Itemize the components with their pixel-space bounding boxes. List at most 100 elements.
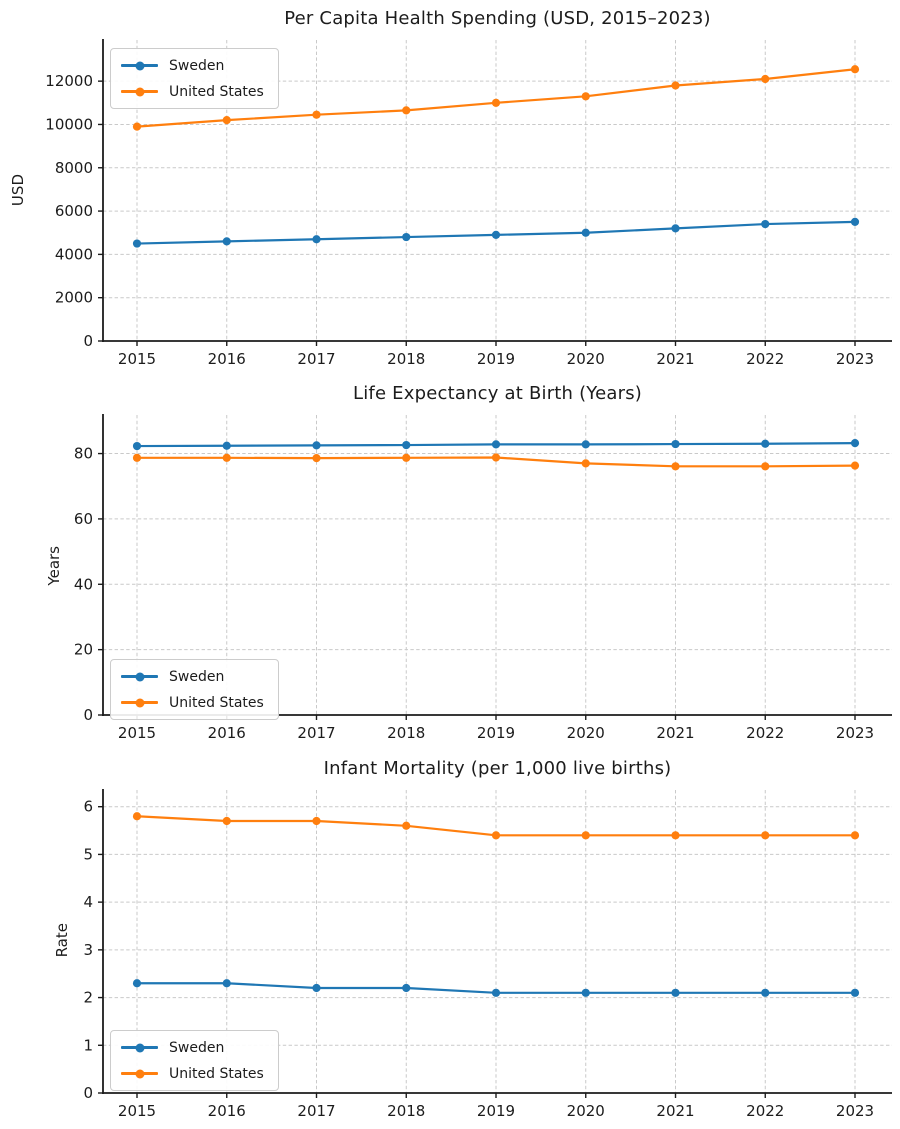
data-point-united-states <box>581 831 590 840</box>
x-tick-labels: 2015 2016 2017 2018 2019 2020 2021 2022 2023 <box>118 350 874 368</box>
y-axis-label-wrap: Years <box>44 415 64 716</box>
data-point-united-states <box>312 454 321 463</box>
svg-text:0: 0 <box>83 1084 93 1102</box>
series-united-states <box>132 812 860 840</box>
svg-text:60: 60 <box>74 510 93 528</box>
svg-text:2016: 2016 <box>208 1102 246 1120</box>
svg-text:2015: 2015 <box>118 724 156 742</box>
legend-label: Sweden <box>169 1039 225 1056</box>
legend-swatch-sweden <box>121 61 158 70</box>
svg-text:2022: 2022 <box>746 350 784 368</box>
svg-text:2016: 2016 <box>208 350 246 368</box>
legend: Sweden United States <box>110 48 279 109</box>
chart-life-expectancy: 2015 2016 2017 2018 2019 2020 2021 2022 2023 0 20 4… <box>0 375 900 750</box>
svg-text:80: 80 <box>74 445 93 463</box>
svg-text:2021: 2021 <box>656 350 694 368</box>
svg-text:20: 20 <box>74 641 93 659</box>
legend-item-united-states: United States <box>121 1064 264 1083</box>
legend-swatch-sweden <box>121 1043 158 1052</box>
data-point-sweden <box>581 988 590 997</box>
y-axis-label: USD <box>9 174 27 207</box>
svg-text:40: 40 <box>74 575 93 593</box>
data-point-united-states <box>581 459 590 468</box>
svg-text:2020: 2020 <box>567 350 605 368</box>
svg-text:6000: 6000 <box>55 202 93 220</box>
legend: Sweden United States <box>110 659 279 720</box>
data-point-sweden <box>312 441 321 450</box>
data-point-sweden <box>581 228 590 237</box>
svg-text:2017: 2017 <box>297 1102 335 1120</box>
svg-text:4: 4 <box>83 893 93 911</box>
data-point-sweden <box>402 232 411 242</box>
data-point-united-states <box>581 92 590 101</box>
data-point-sweden <box>761 988 770 997</box>
svg-text:8000: 8000 <box>55 159 93 177</box>
svg-text:2023: 2023 <box>836 1102 874 1120</box>
chart-title: Infant Mortality (per 1,000 live births) <box>323 758 672 779</box>
data-point-united-states <box>761 831 770 840</box>
svg-text:2018: 2018 <box>387 350 425 368</box>
svg-text:2019: 2019 <box>477 350 515 368</box>
data-point-united-states <box>402 453 411 462</box>
chart-title: Per Capita Health Spending (USD, 2015–20… <box>284 8 711 29</box>
legend-marker-icon <box>135 1043 144 1052</box>
svg-text:10000: 10000 <box>45 115 93 133</box>
data-point-sweden <box>671 439 680 449</box>
svg-text:2018: 2018 <box>387 724 425 742</box>
data-point-sweden <box>581 440 590 449</box>
y-tick-labels: 0 2000 4000 6000 8000 10000 12000 <box>45 72 93 350</box>
data-point-sweden <box>222 237 231 246</box>
data-point-united-states <box>850 831 860 840</box>
data-point-sweden <box>491 440 501 449</box>
data-point-sweden <box>850 988 860 997</box>
svg-text:2016: 2016 <box>208 724 246 742</box>
svg-text:5: 5 <box>83 845 93 863</box>
y-tick-labels: 0 1 2 3 4 5 6 <box>83 798 93 1102</box>
infant-mortality-plot-area: 2015 2016 2017 2018 2019 2020 2021 2022 2023 0 1 2 3… <box>83 789 892 1120</box>
data-point-united-states <box>222 453 231 462</box>
legend-item-united-states: United States <box>121 82 264 101</box>
legend-swatch-united-states <box>121 87 158 96</box>
legend: Sweden United States <box>110 1030 279 1091</box>
svg-text:0: 0 <box>83 332 93 350</box>
svg-text:2020: 2020 <box>567 724 605 742</box>
series-sweden <box>132 439 860 451</box>
tick-marks <box>98 806 856 1098</box>
data-point-sweden <box>312 235 321 244</box>
data-point-sweden <box>402 983 411 993</box>
y-axis-label-wrap: Rate <box>52 790 72 1091</box>
svg-text:12000: 12000 <box>45 72 93 90</box>
data-point-united-states <box>312 110 321 119</box>
svg-text:2022: 2022 <box>746 724 784 742</box>
data-point-sweden <box>491 988 501 997</box>
data-point-united-states <box>761 74 770 84</box>
tick-marks <box>98 80 856 346</box>
legend-item-united-states: United States <box>121 693 264 712</box>
legend-item-sweden: Sweden <box>121 56 264 75</box>
legend-marker-icon <box>135 1069 144 1078</box>
svg-text:2019: 2019 <box>477 1102 515 1120</box>
series-sweden <box>132 217 860 248</box>
data-point-sweden <box>222 441 231 450</box>
legend-item-sweden: Sweden <box>121 1038 264 1057</box>
data-point-sweden <box>132 979 142 988</box>
data-point-sweden <box>222 979 231 988</box>
spending-plot-area: 2015 2016 2017 2018 2019 2020 2021 2022 2023 0 200… <box>45 39 892 368</box>
data-point-united-states <box>491 831 501 840</box>
legend-swatch-sweden <box>121 672 158 681</box>
data-point-united-states <box>402 821 411 830</box>
x-tick-labels: 2015 2016 2017 2018 2019 2020 2021 2022 2023 <box>118 1102 874 1120</box>
y-axis-label: Rate <box>53 923 71 958</box>
svg-text:2021: 2021 <box>656 1102 694 1120</box>
legend-label: Sweden <box>169 668 225 685</box>
data-point-united-states <box>850 461 860 470</box>
legend-marker-icon <box>135 61 144 70</box>
axes-spines <box>102 39 892 342</box>
svg-text:2018: 2018 <box>387 1102 425 1120</box>
data-point-sweden <box>671 988 680 997</box>
svg-text:4000: 4000 <box>55 245 93 263</box>
data-point-united-states <box>132 812 142 821</box>
svg-text:2023: 2023 <box>836 724 874 742</box>
svg-text:3: 3 <box>83 941 93 959</box>
